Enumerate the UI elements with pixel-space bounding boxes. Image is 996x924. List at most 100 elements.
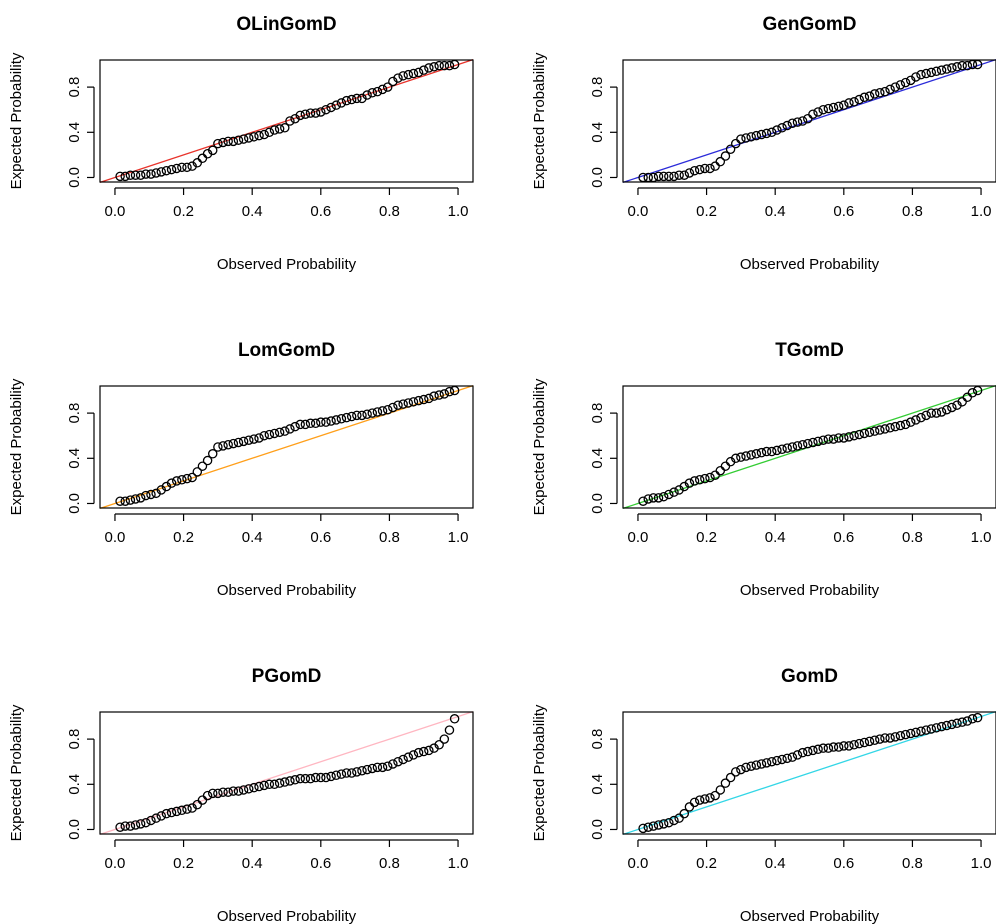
data-point xyxy=(161,165,172,176)
data-point xyxy=(197,461,208,471)
data-point xyxy=(377,406,388,416)
data-point xyxy=(352,410,362,421)
data-point xyxy=(197,153,208,164)
data-point xyxy=(341,412,352,423)
data-point xyxy=(171,163,182,174)
data-point xyxy=(869,426,880,436)
data-point xyxy=(228,438,239,449)
data-point xyxy=(746,761,756,771)
data-point xyxy=(833,433,844,443)
data-point xyxy=(705,793,715,803)
x-tick-label: 0.8 xyxy=(379,203,400,220)
data-point xyxy=(931,408,942,418)
data-point xyxy=(962,716,973,726)
x-tick-label: 0.6 xyxy=(833,529,854,546)
x-axis: 0.0 0.2 0.4 0.6 0.8 1.0 xyxy=(105,187,468,220)
x-tick-label: 0.6 xyxy=(310,203,331,220)
y-tick-label: 0.0 xyxy=(66,493,83,514)
data-point xyxy=(233,437,244,448)
data-point xyxy=(787,752,798,762)
data-point xyxy=(854,94,864,105)
y-axis-label: Expected Probability xyxy=(531,704,548,841)
data-point xyxy=(792,117,803,127)
data-point xyxy=(382,82,393,92)
data-point xyxy=(905,417,916,427)
panel-tgomd: TGomD 0.0 0.2 0.4 0.6 0.8 1.0 Observed Probabil… xyxy=(531,340,996,599)
data-point xyxy=(151,168,161,178)
data-point xyxy=(741,762,751,773)
data-point xyxy=(715,465,726,476)
data-point xyxy=(746,132,756,142)
data-point xyxy=(377,84,388,95)
data-point xyxy=(429,62,439,72)
data-point xyxy=(310,108,321,118)
data-point xyxy=(777,444,787,455)
data-point xyxy=(295,110,305,121)
data-point xyxy=(885,423,895,433)
data-point xyxy=(321,772,331,783)
data-point xyxy=(947,63,957,73)
data-point xyxy=(382,761,393,771)
data-point xyxy=(689,797,700,808)
data-point xyxy=(869,735,880,745)
data-point xyxy=(393,400,403,410)
data-point xyxy=(254,130,264,141)
data-point xyxy=(115,496,125,506)
data-point xyxy=(767,756,777,767)
data-point xyxy=(305,418,316,429)
x-tick-label: 0.4 xyxy=(765,529,786,546)
x-axis: 0.0 0.2 0.4 0.6 0.8 1.0 xyxy=(628,187,991,220)
data-point xyxy=(782,443,792,453)
data-point xyxy=(244,435,254,445)
plot-frame xyxy=(99,711,474,835)
data-point xyxy=(141,490,151,501)
data-point xyxy=(900,419,911,430)
data-point xyxy=(259,780,269,791)
x-tick-label: 0.0 xyxy=(628,529,649,546)
x-tick-label: 0.2 xyxy=(173,203,194,220)
data-point xyxy=(813,436,823,447)
data-point xyxy=(269,779,280,790)
data-point xyxy=(926,724,937,734)
x-axis-label: Observed Probability xyxy=(217,582,357,599)
data-point xyxy=(710,790,720,801)
data-point xyxy=(331,770,341,781)
y-tick-label: 0.8 xyxy=(66,403,83,424)
data-point xyxy=(130,494,141,504)
data-point xyxy=(730,767,741,777)
panel-title: OLinGomD xyxy=(236,14,336,35)
data-point xyxy=(115,822,125,832)
data-point xyxy=(638,823,648,834)
data-point xyxy=(664,489,674,500)
data-point xyxy=(931,723,942,733)
data-point xyxy=(424,63,434,73)
data-point xyxy=(803,746,813,757)
data-point xyxy=(658,171,669,182)
data-point xyxy=(316,107,326,117)
x-axis-label: Observed Probability xyxy=(217,256,357,273)
data-point xyxy=(403,398,414,408)
data-point xyxy=(854,738,864,749)
data-point xyxy=(135,170,146,180)
data-point xyxy=(238,134,249,144)
data-point xyxy=(885,733,895,743)
data-point xyxy=(736,764,746,775)
data-point xyxy=(393,73,403,83)
y-axis: 0.0 0.4 0.8 xyxy=(589,729,618,840)
data-point xyxy=(720,151,731,161)
data-point xyxy=(818,104,828,115)
x-tick-label: 0.6 xyxy=(310,855,331,872)
data-point xyxy=(290,421,300,432)
data-point xyxy=(362,409,372,419)
data-point xyxy=(818,743,828,753)
data-point xyxy=(890,82,901,92)
data-point xyxy=(648,821,659,831)
plot-frame xyxy=(622,59,996,183)
data-point xyxy=(787,442,798,452)
data-point xyxy=(244,784,254,794)
data-point xyxy=(352,93,362,104)
data-point xyxy=(238,785,249,795)
data-point xyxy=(444,386,455,397)
panel-pgomd: PGomD 0.0 0.2 0.4 0.6 0.8 1.0 Observed Probabil… xyxy=(8,666,474,924)
x-axis: 0.0 0.2 0.4 0.6 0.8 1.0 xyxy=(628,839,991,872)
